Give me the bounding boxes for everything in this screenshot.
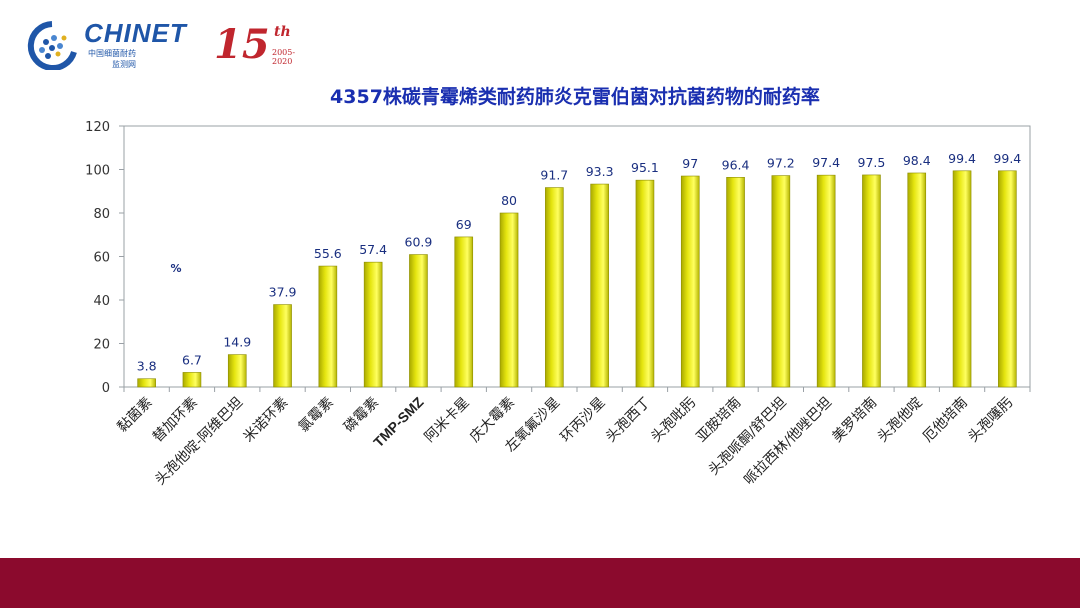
bar — [726, 177, 745, 388]
anniversary-suffix: th — [274, 24, 291, 40]
x-category-label: TMP-SMZ — [370, 393, 427, 450]
logo-subtitle: 中国细菌耐药 — [88, 49, 136, 58]
logo-name: CHINET — [84, 18, 187, 48]
chinet-globe-icon — [27, 21, 77, 70]
data-label: 93.3 — [586, 164, 614, 179]
bar — [545, 187, 564, 388]
bar — [590, 183, 609, 388]
y-tick-label: 60 — [93, 251, 110, 266]
data-label: 80 — [501, 193, 517, 208]
x-category-label: 头孢哌酮/舒巴坦 — [705, 394, 790, 479]
data-label: 99.4 — [993, 151, 1021, 166]
bar — [499, 212, 519, 388]
x-category-label: 环丙沙星 — [558, 395, 609, 446]
bar — [816, 174, 836, 388]
x-category-label: 头孢他啶-阿维巴坦 — [152, 395, 246, 489]
x-category-label: 阿米卡星 — [422, 395, 473, 446]
bar — [318, 265, 338, 388]
x-category-label: 头孢他啶 — [875, 395, 926, 446]
chart-labels: 3.8黏菌素6.7替加环素14.9头孢他啶-阿维巴坦37.9米诺环素55.6氯霉… — [114, 151, 1021, 489]
footer-band — [0, 558, 1080, 608]
x-category-label: 头孢西丁 — [603, 395, 654, 446]
bar — [771, 175, 791, 388]
data-label: 57.4 — [359, 242, 387, 257]
data-label: 55.6 — [314, 246, 342, 261]
bar — [227, 354, 247, 388]
chart-title: 4357株碳青霉烯类耐药肺炎克雷伯菌对抗菌药物的耐药率 — [330, 86, 820, 108]
bar — [907, 172, 927, 388]
bar — [862, 174, 881, 388]
data-label: 14.9 — [223, 335, 251, 350]
x-category-label: 磷霉素 — [341, 395, 382, 436]
data-label: 37.9 — [269, 285, 297, 300]
anniversary-number: 15 — [214, 21, 270, 68]
data-label: 97.2 — [767, 156, 795, 171]
chinet-logo: CHINET 中国细菌耐药 监测网 15 th 2005-2020 — [24, 18, 304, 74]
data-label: 95.1 — [631, 160, 659, 175]
y-tick-label: 80 — [93, 207, 110, 222]
bar — [363, 261, 383, 388]
anniversary-years: 2005-2020 — [272, 48, 296, 66]
logo-subtitle-2: 监测网 — [112, 60, 136, 69]
y-tick-label: 120 — [85, 120, 110, 135]
x-category-label: 厄他培南 — [920, 395, 971, 446]
chart-axes: 0 20 40 60 80 100 120% — [85, 120, 1031, 396]
chart-bars — [137, 170, 1017, 388]
x-category-label: 美罗培南 — [829, 395, 880, 446]
x-category-label: 头孢吡肟 — [648, 395, 699, 446]
bar — [273, 304, 292, 388]
bar — [680, 175, 700, 388]
data-label: 91.7 — [540, 168, 568, 183]
data-label: 3.8 — [137, 359, 157, 374]
bar — [998, 170, 1017, 388]
data-label: 69 — [456, 217, 472, 232]
bar — [137, 378, 156, 388]
data-label: 99.4 — [948, 151, 976, 166]
bar — [454, 236, 474, 388]
y-tick-label: 100 — [85, 164, 110, 179]
bar — [952, 170, 972, 388]
data-label: 97.5 — [858, 155, 886, 170]
y-axis-unit-label: % — [170, 262, 181, 275]
x-category-label: 氯霉素 — [296, 395, 337, 436]
data-label: 98.4 — [903, 153, 931, 168]
y-tick-label: 0 — [102, 381, 110, 396]
x-category-label: 米诺环素 — [240, 395, 291, 446]
data-label: 60.9 — [405, 235, 433, 250]
y-tick-label: 40 — [93, 294, 110, 309]
plot-frame — [123, 125, 1031, 388]
bar — [635, 179, 655, 388]
x-category-label: 哌拉西林/他唑巴坦 — [740, 394, 835, 489]
x-category-label: 黏菌素 — [114, 395, 155, 436]
data-label: 96.4 — [722, 157, 750, 172]
anniversary-15-mark: 15 — [214, 21, 270, 68]
data-label: 97 — [682, 156, 698, 171]
x-category-label: 头孢噻肟 — [965, 394, 1017, 446]
bar — [409, 254, 428, 388]
bar — [182, 372, 202, 388]
data-label: 6.7 — [182, 352, 202, 367]
data-label: 97.4 — [812, 155, 840, 170]
y-tick-label: 20 — [93, 338, 110, 353]
